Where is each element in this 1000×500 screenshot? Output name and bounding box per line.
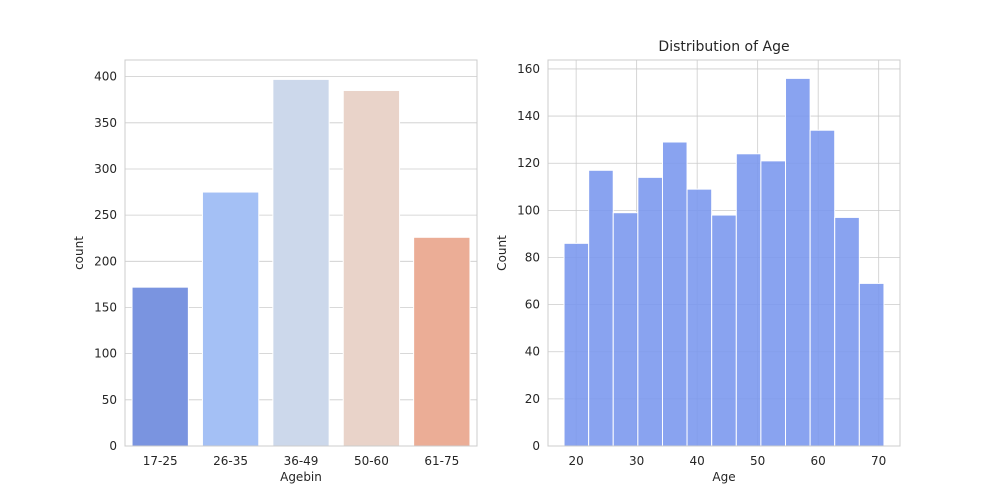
- right-x-tick-label: 30: [629, 454, 644, 468]
- right-histogram-bar: [661, 141, 688, 447]
- right-histogram-bar: [858, 282, 885, 447]
- right-histogram-bar: [735, 153, 762, 447]
- right-y-tick-label: 40: [525, 345, 540, 359]
- right-histogram-bar: [588, 169, 614, 447]
- left-y-tick-label: 200: [94, 254, 117, 268]
- right-x-axis-label: Age: [712, 470, 735, 484]
- right-histogram-bar: [760, 160, 787, 447]
- right-x-tick-label: 50: [750, 454, 765, 468]
- left-y-tick-label: 300: [94, 162, 117, 176]
- age-distribution-plot: Distribution of Age 0 20 40 60 80 100 120 140 16…: [495, 39, 901, 484]
- right-chart-title: Distribution of Age: [658, 39, 789, 55]
- left-bar-36-49: [272, 78, 330, 447]
- right-x-tick-labels: 20 30 40 50 60 70: [568, 454, 886, 468]
- right-bars: [563, 77, 885, 447]
- left-y-axis-label: count: [72, 236, 86, 270]
- right-x-tick-label: 40: [690, 454, 705, 468]
- left-x-tick-label: 50-60: [354, 454, 389, 468]
- left-x-tick-labels: 17-25 26-35 36-49 50-60 61-75: [143, 454, 459, 468]
- right-axes-frame: [547, 59, 901, 447]
- left-axes-frame: [124, 59, 478, 447]
- left-bar-17-25: [131, 286, 189, 447]
- right-y-tick-labels: 0 20 40 60 80 100 120 140 160: [517, 62, 540, 453]
- right-x-tick-label: 70: [871, 454, 886, 468]
- left-x-tick-label: 61-75: [424, 454, 459, 468]
- left-bar-26-35: [201, 191, 260, 447]
- right-y-tick-label: 120: [517, 156, 540, 170]
- left-y-tick-label: 50: [102, 393, 117, 407]
- left-y-tick-label: 250: [94, 208, 117, 222]
- right-y-tick-label: 140: [517, 109, 540, 123]
- right-histogram-bar: [563, 242, 590, 447]
- right-y-tick-label: 80: [525, 250, 540, 264]
- left-x-axis-label: Agebin: [280, 470, 322, 484]
- left-y-tick-labels: 0 50 100 150 200 250 300 350 400: [94, 70, 117, 453]
- right-histogram-bar: [809, 129, 836, 447]
- right-y-tick-label: 20: [525, 392, 540, 406]
- left-x-tick-label: 26-35: [213, 454, 248, 468]
- left-y-tick-label: 100: [94, 347, 117, 361]
- right-x-tick-label: 20: [568, 454, 583, 468]
- right-histogram-bar: [834, 216, 860, 447]
- right-y-tick-label: 60: [525, 298, 540, 312]
- left-bar-50-60: [342, 89, 401, 447]
- left-y-tick-label: 350: [94, 116, 117, 130]
- left-y-tick-label: 0: [109, 439, 117, 453]
- right-y-axis-label: Count: [495, 235, 509, 271]
- right-y-tick-label: 0: [532, 439, 540, 453]
- right-y-tick-label: 100: [517, 203, 540, 217]
- right-histogram-bar: [637, 176, 663, 447]
- left-y-tick-label: 150: [94, 300, 117, 314]
- left-bars: [131, 78, 471, 447]
- right-histogram-bar: [686, 188, 713, 447]
- right-histogram-bar: [711, 214, 737, 447]
- right-x-tick-label: 60: [811, 454, 826, 468]
- right-y-tick-label: 160: [517, 62, 540, 76]
- right-histogram-bar: [785, 77, 811, 447]
- right-histogram-bar: [612, 212, 639, 447]
- left-y-tick-label: 400: [94, 70, 117, 84]
- agebin-count-plot: 0 50 100 150 200 250 300 350 400 17-25 26-35 36-49…: [72, 59, 478, 484]
- left-x-tick-label: 36-49: [284, 454, 319, 468]
- left-bar-61-75: [413, 236, 471, 447]
- left-x-tick-label: 17-25: [143, 454, 178, 468]
